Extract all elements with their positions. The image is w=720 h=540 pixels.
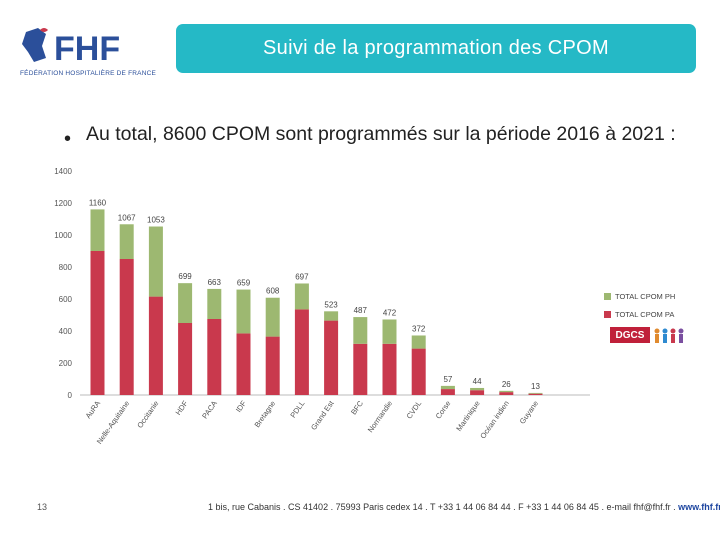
bar-segment-ph	[265, 297, 280, 337]
bar-segment-ph	[119, 224, 134, 259]
bar-segment-pa	[148, 296, 163, 395]
bar-total-label: 1067	[118, 213, 136, 222]
bar-segment-pa	[353, 343, 368, 395]
legend-swatch-ph	[604, 293, 611, 300]
bar-segment-pa	[324, 320, 339, 395]
x-category-label: CVDL	[404, 399, 423, 421]
bar-segment-ph	[470, 387, 485, 391]
bar-segment-ph	[499, 390, 514, 393]
page-number: 13	[37, 502, 48, 512]
x-category-label: Guyane	[518, 399, 540, 426]
chart-headline: Au total, 8600 CPOM sont programmés sur …	[86, 123, 676, 145]
legend-item-ph: TOTAL CPOM PH	[604, 292, 675, 301]
page-title: Suivi de la programmation des CPOM	[263, 37, 609, 59]
bar-segment-pa	[382, 343, 397, 395]
bar-total-label: 1160	[89, 198, 107, 207]
bar-total-label: 697	[295, 272, 309, 281]
bar-total-label: 608	[266, 287, 280, 296]
bar-segment-ph	[294, 283, 309, 310]
people-icon	[654, 328, 684, 343]
bar-segment-pa	[294, 309, 309, 395]
fhf-logo: FHF FÉDÉRATION HOSPITALIÈRE DE FRANCE	[20, 24, 156, 80]
bullet-dot: •	[64, 128, 72, 150]
y-tick-label: 600	[59, 295, 73, 304]
footer-url[interactable]: www.fhf.fr	[678, 502, 720, 512]
fhf-logo-mark: FHF	[22, 28, 120, 68]
bar-segment-ph	[148, 226, 163, 297]
x-category-label: Occitanie	[135, 399, 160, 430]
bar-segment-ph	[207, 288, 222, 319]
bar-segment-ph	[90, 209, 105, 251]
bar-total-label: 57	[443, 375, 452, 384]
bar-segment-pa	[499, 392, 514, 395]
legend-label-pa: TOTAL CPOM PA	[615, 310, 675, 319]
y-tick-label: 0	[68, 391, 73, 400]
x-category-label: HDF	[174, 399, 190, 417]
bar-segment-pa	[411, 348, 426, 395]
x-category-label: IDF	[234, 399, 249, 414]
x-category-label: Corse	[434, 399, 453, 421]
bar-total-label: 26	[502, 380, 511, 389]
legend-item-pa: TOTAL CPOM PA	[604, 310, 675, 319]
bar-segment-pa	[470, 390, 485, 395]
bar-segment-pa	[440, 389, 455, 395]
x-category-label: PACA	[200, 399, 219, 420]
bar-segment-pa	[265, 336, 280, 395]
bar-segment-ph	[324, 311, 339, 321]
bar-segment-pa	[236, 333, 251, 395]
dgcs-label: DGCS	[610, 327, 650, 343]
dgcs-badge: DGCS	[610, 327, 684, 343]
x-category-label: BFC	[349, 399, 365, 417]
y-tick-label: 1400	[54, 167, 72, 176]
x-category-label: Normandie	[366, 399, 394, 434]
x-category-label: Océan indien	[478, 399, 511, 440]
bar-total-label: 44	[473, 377, 482, 386]
footer-address: 1 bis, rue Cabanis . CS 41402 . 75993 Pa…	[208, 502, 679, 512]
y-tick-label: 1000	[54, 231, 72, 240]
bar-segment-pa	[178, 323, 193, 395]
bar-segment-ph	[353, 317, 368, 344]
x-category-label: Grand Est	[309, 398, 336, 432]
bar-segment-ph	[528, 392, 543, 394]
bar-segment-pa	[119, 259, 134, 395]
bar-segment-ph	[382, 319, 397, 344]
bar-total-label: 523	[324, 300, 338, 309]
bar-segment-pa	[90, 251, 105, 395]
bar-total-label: 372	[412, 324, 426, 333]
x-category-label: PDLL	[288, 399, 306, 420]
footer-contact: 1 bis, rue Cabanis . CS 41402 . 75993 Pa…	[208, 502, 720, 512]
y-tick-label: 1200	[54, 199, 72, 208]
bar-total-label: 659	[237, 279, 251, 288]
logo-subtitle: FÉDÉRATION HOSPITALIÈRE DE FRANCE	[20, 70, 157, 77]
legend-label-ph: TOTAL CPOM PH	[615, 292, 676, 301]
bar-segment-pa	[207, 319, 222, 395]
logo-wordmark: FHF	[54, 30, 120, 68]
bar-total-label: 472	[383, 308, 397, 317]
bar-total-label: 1053	[147, 216, 165, 225]
bar-total-label: 663	[208, 278, 222, 287]
bar-segment-ph	[411, 335, 426, 349]
bar-total-label: 487	[354, 306, 368, 315]
bar-segment-ph	[236, 289, 251, 334]
bar-segment-ph	[178, 283, 193, 323]
title-banner: Suivi de la programmation des CPOM	[176, 24, 696, 73]
bar-total-label: 699	[178, 272, 192, 281]
legend-swatch-pa	[604, 311, 611, 318]
bar-segment-pa	[528, 393, 543, 395]
x-category-label: Martinique	[454, 399, 481, 433]
y-tick-label: 400	[59, 327, 73, 336]
bar-segment-ph	[440, 385, 455, 390]
y-tick-label: 800	[59, 263, 73, 272]
x-category-label: Bretagne	[252, 399, 277, 429]
chart-legend: TOTAL CPOM PH TOTAL CPOM PA	[604, 292, 675, 328]
bar-total-label: 13	[531, 382, 540, 391]
y-tick-label: 200	[59, 359, 73, 368]
x-category-label: AuRA	[84, 399, 103, 420]
